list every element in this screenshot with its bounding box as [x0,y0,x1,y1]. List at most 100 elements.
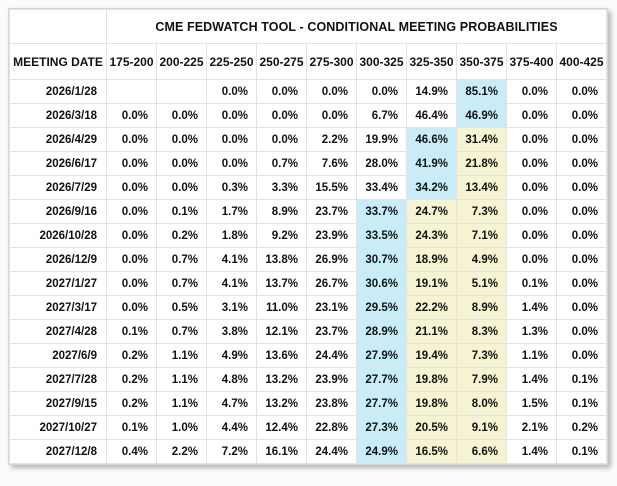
probability-cell: 13.6% [256,343,307,368]
meeting-date-cell: 2027/1/27 [9,271,107,296]
meeting-date-cell: 2027/6/9 [9,343,107,368]
probability-cell: 8.0% [456,391,507,416]
probability-cell: 0.7% [256,151,307,176]
probability-cell: 3.1% [206,295,257,320]
probability-cell: 0.0% [156,151,207,176]
probability-cell: 31.4% [456,127,507,152]
probability-cell: 0.0% [156,175,207,200]
probability-cell: 23.9% [306,223,357,248]
probability-cell: 0.1% [556,391,607,416]
probability-cell: 0.0% [556,175,607,200]
probability-cell: 1.4% [506,367,557,392]
probability-cell: 20.5% [406,415,457,440]
probability-cell: 4.7% [206,391,257,416]
probability-cell: 24.3% [406,223,457,248]
probability-cell: 4.9% [456,247,507,272]
probability-cell: 0.2% [106,367,157,392]
probability-cell: 13.8% [256,247,307,272]
probability-cell: 46.9% [456,103,507,128]
table-row: 2026/10/28 0.0% 0.2% 1.8% 9.2% 23.9% 33.5% 24.3… [9,223,607,248]
probability-cell: 23.9% [306,367,357,392]
probability-cell: 0.1% [156,199,207,224]
column-header-325-350: 325-350 [406,43,457,80]
meeting-date-cell: 2026/7/29 [9,175,107,200]
probability-cell: 23.7% [306,319,357,344]
probability-cell: 4.1% [206,271,257,296]
meeting-date-cell: 2026/9/16 [9,199,107,224]
probability-cell: 4.4% [206,415,257,440]
probability-cell: 14.9% [406,79,457,104]
probability-cell: 8.9% [456,295,507,320]
probability-cell: 33.7% [356,199,407,224]
probability-cell: 0.1% [556,439,607,464]
probability-cell: 4.9% [206,343,257,368]
probability-cell: 13.7% [256,271,307,296]
column-header-250-275: 250-275 [256,43,307,80]
corner-cell [9,9,107,44]
probability-cell: 2.2% [156,439,207,464]
probability-cell: 2.1% [506,415,557,440]
probability-cell: 27.7% [356,367,407,392]
meeting-date-cell: 2027/9/15 [9,391,107,416]
probability-cell: 0.0% [556,271,607,296]
probability-cell: 0.0% [106,175,157,200]
table-row: 2027/12/8 0.4% 2.2% 7.2% 16.1% 24.4% 24.9% 16.5… [9,439,607,464]
probability-cell: 0.0% [306,103,357,128]
probability-cell: 13.2% [256,391,307,416]
probability-cell: 0.0% [106,271,157,296]
probability-cell: 22.8% [306,415,357,440]
probability-cell: 5.1% [456,271,507,296]
probability-cell: 1.0% [156,415,207,440]
title-row: CME FEDWATCH TOOL - CONDITIONAL MEETING … [9,9,607,44]
probability-cell: 26.7% [306,271,357,296]
probability-cell: 26.9% [306,247,357,272]
probability-cell: 1.4% [506,439,557,464]
table-row: 2026/12/9 0.0% 0.7% 4.1% 13.8% 26.9% 30.7% 18.9… [9,247,607,272]
table-row: 2026/7/29 0.0% 0.0% 0.3% 3.3% 15.5% 33.4% 34.2%… [9,175,607,200]
probability-cell: 8.9% [256,199,307,224]
probability-cell: 0.0% [506,127,557,152]
probability-cell: 0.0% [256,79,307,104]
probability-cell: 0.0% [556,343,607,368]
probability-cell: 0.7% [156,247,207,272]
rate-headers-row: MEETING DATE 175-200 200-225 225-250 250-27… [9,43,607,80]
fedwatch-probabilities-card: CME FEDWATCH TOOL - CONDITIONAL MEETING … [8,8,608,465]
probability-cell: 0.0% [506,199,557,224]
probability-cell: 23.7% [306,199,357,224]
probability-cell: 0.0% [256,103,307,128]
probability-cell: 22.2% [406,295,457,320]
table-body: 2026/1/28 0.0% 0.0% 0.0% 0.0% 14.9% 85.1% 0.0% 0… [9,79,607,464]
probability-cell: 28.0% [356,151,407,176]
table-row: 2027/7/28 0.2% 1.1% 4.8% 13.2% 23.9% 27.7% 19.8… [9,367,607,392]
probability-cell: 9.2% [256,223,307,248]
probability-cell: 19.8% [406,391,457,416]
probability-cell: 23.1% [306,295,357,320]
conditional-probabilities-table: CME FEDWATCH TOOL - CONDITIONAL MEETING … [9,9,607,464]
table-row: 2027/3/17 0.0% 0.5% 3.1% 11.0% 23.1% 29.5% 22.2… [9,295,607,320]
probability-cell: 19.8% [406,367,457,392]
probability-cell: 0.0% [506,223,557,248]
meeting-date-cell: 2026/10/28 [9,223,107,248]
probability-cell: 0.0% [556,223,607,248]
probability-cell: 29.5% [356,295,407,320]
probability-cell: 8.3% [456,319,507,344]
probability-cell: 27.3% [356,415,407,440]
table-row: 2026/9/16 0.0% 0.1% 1.7% 8.9% 23.7% 33.7% 24.7%… [9,199,607,224]
probability-cell: 7.9% [456,367,507,392]
probability-cell: 0.0% [506,151,557,176]
probability-cell: 0.0% [356,79,407,104]
probability-cell: 0.0% [106,247,157,272]
probability-cell: 7.1% [456,223,507,248]
probability-cell: 0.1% [106,415,157,440]
probability-cell: 0.2% [106,391,157,416]
probability-cell: 12.4% [256,415,307,440]
table-row: 2027/1/27 0.0% 0.7% 4.1% 13.7% 26.7% 30.6% 19.1… [9,271,607,296]
probability-cell: 1.3% [506,319,557,344]
probability-cell: 0.0% [506,79,557,104]
probability-cell: 11.0% [256,295,307,320]
probability-cell: 0.0% [556,127,607,152]
probability-cell: 1.1% [506,343,557,368]
probability-cell: 0.0% [106,151,157,176]
probability-cell: 2.2% [306,127,357,152]
probability-cell [156,79,207,104]
